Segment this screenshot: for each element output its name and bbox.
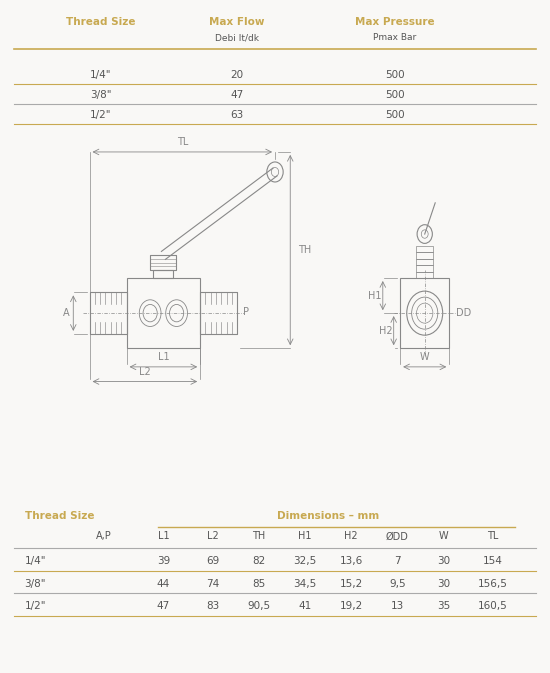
Bar	[150, 256, 177, 270]
Text: Thread Size: Thread Size	[25, 511, 94, 522]
Text: 74: 74	[206, 579, 219, 589]
Text: 156,5: 156,5	[478, 579, 508, 589]
Text: TL: TL	[487, 532, 498, 541]
Text: TL: TL	[177, 137, 188, 147]
Text: Max Pressure: Max Pressure	[355, 17, 434, 28]
Text: 7: 7	[394, 556, 401, 566]
Text: H2: H2	[344, 532, 358, 541]
Text: 90,5: 90,5	[247, 602, 270, 612]
Text: Max Flow: Max Flow	[209, 17, 265, 28]
Text: 39: 39	[157, 556, 170, 566]
Text: Debi lt/dk: Debi lt/dk	[215, 34, 259, 42]
Text: L2: L2	[139, 367, 151, 377]
Text: 3/8": 3/8"	[90, 90, 112, 100]
Text: TH: TH	[298, 245, 311, 255]
Text: 63: 63	[230, 110, 244, 120]
Bar	[126, 278, 200, 348]
Text: 82: 82	[252, 556, 265, 566]
Bar	[416, 259, 433, 265]
Text: 44: 44	[157, 579, 170, 589]
Text: Pmax Bar: Pmax Bar	[373, 34, 416, 42]
Bar	[200, 293, 237, 334]
Text: 69: 69	[206, 556, 219, 566]
Text: 35: 35	[437, 602, 450, 612]
Bar	[153, 270, 173, 278]
Bar	[90, 293, 126, 334]
Text: 13,6: 13,6	[339, 556, 363, 566]
Text: 20: 20	[230, 69, 244, 79]
Text: 47: 47	[230, 90, 244, 100]
Text: 30: 30	[437, 579, 450, 589]
Text: 19,2: 19,2	[339, 602, 363, 612]
Bar	[416, 272, 433, 278]
Text: 32,5: 32,5	[293, 556, 317, 566]
Text: W: W	[420, 352, 430, 362]
Text: 15,2: 15,2	[339, 579, 363, 589]
Text: 83: 83	[206, 602, 219, 612]
Text: 34,5: 34,5	[293, 579, 317, 589]
Text: L1: L1	[158, 532, 169, 541]
Text: 1/4": 1/4"	[90, 69, 112, 79]
Text: W: W	[439, 532, 449, 541]
Text: A,P: A,P	[96, 532, 111, 541]
Text: 154: 154	[483, 556, 503, 566]
Text: 3/8": 3/8"	[25, 579, 46, 589]
Text: 13: 13	[391, 602, 404, 612]
Text: Thread Size: Thread Size	[66, 17, 135, 28]
Bar	[400, 278, 449, 348]
Text: 85: 85	[252, 579, 265, 589]
Text: DD: DD	[456, 308, 471, 318]
Text: L1: L1	[158, 352, 169, 362]
Text: ØDD: ØDD	[386, 532, 409, 541]
Text: L2: L2	[206, 532, 218, 541]
Text: 47: 47	[157, 602, 170, 612]
Text: 500: 500	[385, 69, 405, 79]
Text: 160,5: 160,5	[478, 602, 508, 612]
Text: H2: H2	[379, 326, 393, 336]
Text: 30: 30	[437, 556, 450, 566]
Text: H1: H1	[298, 532, 312, 541]
Text: 41: 41	[298, 602, 311, 612]
Text: TH: TH	[252, 532, 265, 541]
Bar	[416, 252, 433, 259]
Text: P: P	[243, 307, 249, 317]
Text: 1/2": 1/2"	[25, 602, 46, 612]
Text: 1/2": 1/2"	[90, 110, 112, 120]
Text: 9,5: 9,5	[389, 579, 406, 589]
Text: A: A	[63, 308, 69, 318]
Text: 1/4": 1/4"	[25, 556, 46, 566]
Text: H1: H1	[368, 291, 381, 301]
Text: Dimensions – mm: Dimensions – mm	[277, 511, 379, 522]
Text: 500: 500	[385, 90, 405, 100]
Bar	[416, 265, 433, 272]
Bar	[416, 246, 433, 252]
Text: 500: 500	[385, 110, 405, 120]
